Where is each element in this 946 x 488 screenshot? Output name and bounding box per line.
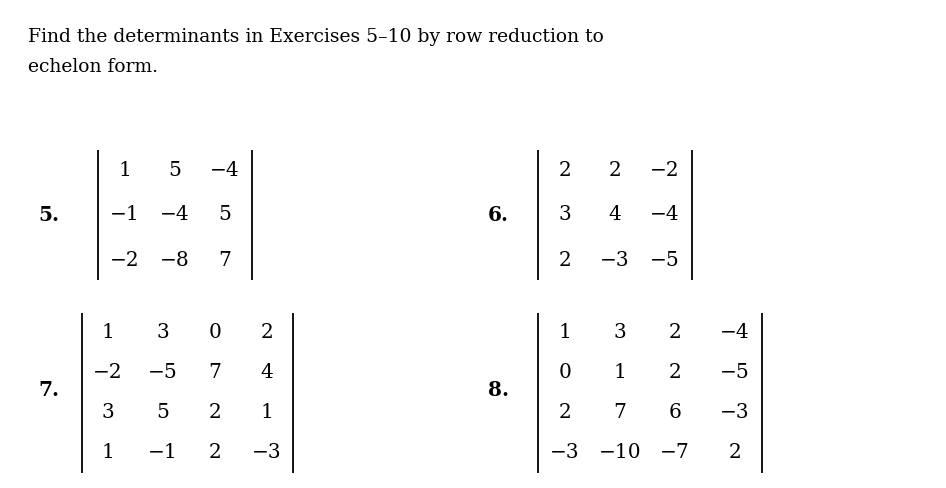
Text: 4: 4	[261, 364, 273, 383]
Text: 3: 3	[559, 205, 571, 224]
Text: −3: −3	[253, 444, 282, 463]
Text: 3: 3	[614, 324, 626, 343]
Text: 2: 2	[608, 161, 622, 180]
Text: Find the determinants in Exercises 5–10 by row reduction to: Find the determinants in Exercises 5–10 …	[28, 28, 604, 46]
Text: 7: 7	[208, 364, 221, 383]
Text: 3: 3	[157, 324, 169, 343]
Text: 5: 5	[156, 404, 169, 423]
Text: 1: 1	[101, 324, 114, 343]
Text: 2: 2	[559, 161, 571, 180]
Text: −5: −5	[650, 250, 680, 269]
Text: 1: 1	[558, 324, 571, 343]
Text: echelon form.: echelon form.	[28, 58, 158, 76]
Text: 5.: 5.	[38, 205, 59, 225]
Text: 1: 1	[118, 161, 131, 180]
Text: 5: 5	[168, 161, 182, 180]
Text: 2: 2	[261, 324, 273, 343]
Text: 2: 2	[669, 324, 681, 343]
Text: 1: 1	[260, 404, 273, 423]
Text: −7: −7	[660, 444, 690, 463]
Text: −5: −5	[720, 364, 750, 383]
Text: 2: 2	[559, 404, 571, 423]
Text: 4: 4	[608, 205, 622, 224]
Text: 2: 2	[728, 444, 742, 463]
Text: 1: 1	[101, 444, 114, 463]
Text: −4: −4	[720, 324, 750, 343]
Text: −4: −4	[210, 161, 240, 180]
Text: −10: −10	[599, 444, 641, 463]
Text: 2: 2	[209, 404, 221, 423]
Text: 1: 1	[614, 364, 626, 383]
Text: 2: 2	[559, 250, 571, 269]
Text: 5: 5	[219, 205, 232, 224]
Text: 0: 0	[208, 324, 221, 343]
Text: 3: 3	[101, 404, 114, 423]
Text: −5: −5	[149, 364, 178, 383]
Text: 7: 7	[219, 250, 232, 269]
Text: −3: −3	[720, 404, 750, 423]
Text: −1: −1	[149, 444, 178, 463]
Text: −4: −4	[650, 205, 680, 224]
Text: 6: 6	[669, 404, 681, 423]
Text: −2: −2	[110, 250, 140, 269]
Text: 7: 7	[614, 404, 626, 423]
Text: −3: −3	[600, 250, 630, 269]
Text: 6.: 6.	[488, 205, 509, 225]
Text: 2: 2	[209, 444, 221, 463]
Text: 2: 2	[669, 364, 681, 383]
Text: 8.: 8.	[488, 380, 509, 400]
Text: −4: −4	[160, 205, 190, 224]
Text: −1: −1	[110, 205, 140, 224]
Text: 0: 0	[558, 364, 571, 383]
Text: −2: −2	[650, 161, 680, 180]
Text: 7.: 7.	[38, 380, 59, 400]
Text: −8: −8	[160, 250, 190, 269]
Text: −3: −3	[551, 444, 580, 463]
Text: −2: −2	[94, 364, 123, 383]
